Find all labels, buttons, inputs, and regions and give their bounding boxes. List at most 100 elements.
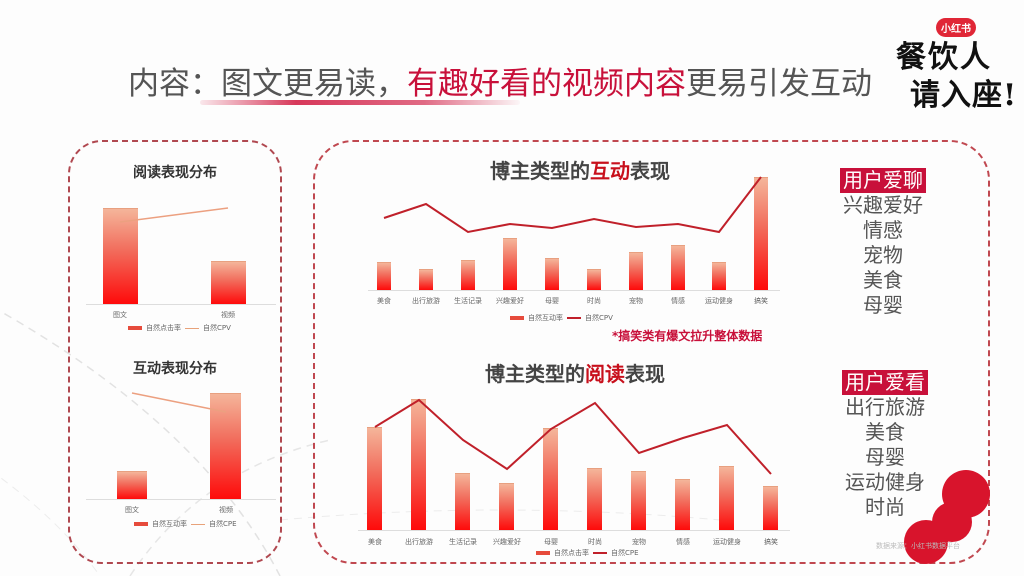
read-type-legend: 自然点击率 自然CPE	[536, 548, 639, 558]
read-dist-bar-video	[211, 261, 246, 304]
legend-line-label: 自然CPV	[585, 314, 613, 322]
title-underline	[200, 100, 520, 105]
bar-shishang	[587, 269, 601, 290]
interact-type-legend: 自然互动率 自然CPV	[510, 313, 613, 323]
xlabel: 情感	[671, 297, 685, 305]
title-highlight: 阅读	[585, 362, 625, 386]
watch-list-item: 时尚	[865, 495, 905, 519]
bar-yundong	[712, 262, 726, 290]
logo-line1: 餐饮人	[896, 40, 992, 75]
bar-meishi	[367, 427, 382, 530]
xlabel: 兴趣爱好	[496, 297, 524, 305]
chat-list-head: 用户爱聊	[840, 168, 926, 193]
watch-list: 用户爱看 出行旅游 美食 母婴 运动健身 时尚	[830, 370, 940, 520]
xlabel: 宠物	[632, 538, 646, 546]
interact-dist-bar-video	[210, 393, 241, 499]
note-text: *搞笑类有爆文拉升整体数据	[612, 329, 763, 343]
chat-list-item: 母婴	[863, 293, 903, 317]
page-title: 内容：图文更易读，有趣好看的视频内容更易引发互动	[128, 58, 872, 103]
read-type-title: 博主类型的阅读表现	[350, 358, 800, 387]
title-prefix: 博主类型的	[485, 362, 585, 386]
legend-bar-swatch	[510, 316, 524, 320]
right-panel	[313, 140, 990, 564]
watch-list-item: 美食	[865, 420, 905, 444]
read-dist-title: 阅读表现分布	[133, 165, 217, 181]
legend-line-label: 自然CPE	[611, 549, 639, 557]
bar-gaoxiao	[754, 177, 768, 290]
xlabel: 宠物	[629, 297, 643, 305]
legend-line-label: 自然CPV	[203, 324, 231, 332]
watch-list-item: 出行旅游	[845, 395, 925, 419]
xlabel: 运动健身	[705, 297, 733, 305]
interact-dist-legend: 自然互动率 自然CPE	[134, 519, 237, 529]
read-dist-xlabel-tuwen: 图文	[113, 311, 127, 319]
read-dist-legend: 自然点击率 自然CPV	[128, 323, 231, 333]
legend-bar-label: 自然点击率	[146, 324, 181, 332]
chat-list-item: 情感	[863, 218, 903, 242]
watch-list-item: 母婴	[865, 445, 905, 469]
bar-xingqu	[503, 238, 517, 290]
xlabel: 生活记录	[454, 297, 482, 305]
watch-list-head: 用户爱看	[842, 370, 928, 395]
title-suffix: 更易引发互动	[686, 66, 872, 102]
legend-bar-label: 自然点击率	[554, 549, 589, 557]
interact-dist-axis	[86, 499, 276, 500]
data-source: 数据来源：小红书数据平台	[876, 542, 960, 550]
legend-bar-swatch	[536, 551, 550, 555]
title-prefix: 内容：图文更易读，	[128, 66, 407, 102]
legend-line-swatch	[567, 317, 581, 319]
legend-line-swatch	[185, 327, 199, 329]
bar-shenghuo	[455, 473, 470, 530]
interact-dist-title: 互动表现分布	[133, 361, 217, 377]
legend-bar-swatch	[134, 522, 148, 526]
logo-badge: 小红书	[936, 18, 976, 37]
xlabel: 美食	[377, 297, 391, 305]
legend-bar-label: 自然互动率	[528, 314, 563, 322]
title-suffix: 表现	[630, 159, 670, 183]
interact-type-title: 博主类型的互动表现	[360, 155, 800, 184]
read-dist-axis	[86, 304, 276, 305]
bar-chuxing	[411, 399, 426, 530]
bar-chuxing	[419, 269, 433, 290]
legend-line-swatch	[191, 523, 205, 525]
bar-chongwu	[631, 471, 646, 530]
interact-dist-xlabel-tuwen: 图文	[125, 506, 139, 514]
read-type-axis	[358, 530, 790, 531]
bar-xingqu	[499, 483, 514, 530]
interact-dist-xlabel-video: 视频	[219, 506, 233, 514]
xlabel: 母婴	[544, 538, 558, 546]
read-dist-bar-tuwen	[103, 208, 138, 304]
bar-chongwu	[629, 252, 643, 290]
legend-line-label: 自然CPE	[209, 520, 237, 528]
bar-shishang	[587, 468, 602, 530]
bar-meishi	[377, 262, 391, 290]
xlabel: 情感	[676, 538, 690, 546]
chat-list-item: 兴趣爱好	[843, 193, 923, 217]
chat-list-item: 宠物	[863, 243, 903, 267]
left-panel	[68, 140, 282, 564]
xlabel: 运动健身	[713, 538, 741, 546]
bar-gaoxiao	[763, 486, 778, 530]
xlabel: 生活记录	[449, 538, 477, 546]
legend-bar-swatch	[128, 326, 142, 330]
logo-line2: 请入座!	[910, 78, 1018, 113]
legend-bar-label: 自然互动率	[152, 520, 187, 528]
xlabel: 出行旅游	[412, 297, 440, 305]
xlabel: 时尚	[587, 297, 601, 305]
dot-3	[904, 520, 948, 564]
bar-shenghuo	[461, 260, 475, 290]
xlabel: 搞笑	[764, 538, 778, 546]
chat-list: 用户爱聊 兴趣爱好 情感 宠物 美食 母婴	[828, 168, 938, 318]
bar-qinggan	[671, 245, 685, 290]
bar-muying	[545, 258, 559, 290]
interact-type-axis	[368, 290, 780, 291]
xlabel: 时尚	[588, 538, 602, 546]
xlabel: 美食	[368, 538, 382, 546]
title-suffix: 表现	[625, 362, 665, 386]
xlabel: 兴趣爱好	[493, 538, 521, 546]
title-prefix: 博主类型的	[490, 159, 590, 183]
watch-list-item: 运动健身	[845, 470, 925, 494]
bar-qinggan	[675, 479, 690, 530]
xlabel: 搞笑	[754, 297, 768, 305]
xlabel: 母婴	[545, 297, 559, 305]
